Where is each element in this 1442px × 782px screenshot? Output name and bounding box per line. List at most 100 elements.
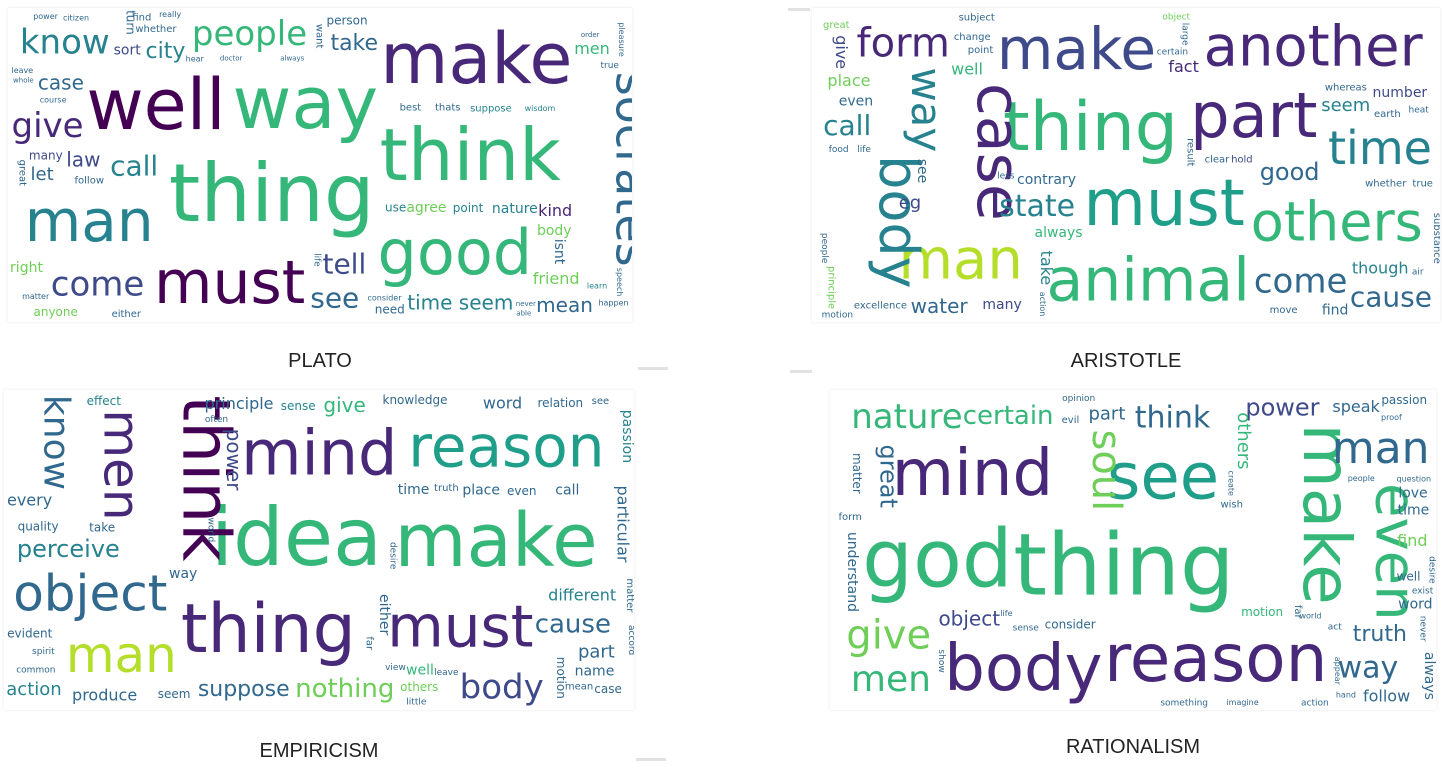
cloud-word: case <box>38 71 84 95</box>
caption-empiricism: EMPIRICISM <box>259 740 379 762</box>
cloud-word: friend <box>533 269 580 288</box>
wordcloud-aristotle: thing must part case animal make another man bod… <box>812 8 1440 322</box>
cloud-word: sense <box>1013 623 1040 633</box>
cloud-word: make <box>997 15 1156 83</box>
cloud-word: evident <box>7 626 52 640</box>
cloud-word: point <box>453 201 484 215</box>
cloud-word: want <box>314 24 325 49</box>
cloud-word: suppose <box>470 103 512 114</box>
cloud-word: people <box>1348 474 1375 483</box>
cloud-word: food <box>829 145 849 155</box>
cloud-word: well <box>1397 569 1421 583</box>
cloud-word: call <box>555 483 579 499</box>
cloud-word: life <box>857 145 871 155</box>
cloud-word: word <box>483 393 522 412</box>
cloud-word: agree <box>406 200 446 216</box>
cloud-word: must <box>154 248 305 318</box>
cloud-word: action <box>1301 699 1329 709</box>
cloud-word: matter <box>850 453 864 494</box>
cloud-word: either <box>376 594 392 635</box>
cloud-word: subject <box>959 13 995 24</box>
cloud-word: opinion <box>1062 394 1095 404</box>
cloud-word: make <box>380 18 572 100</box>
cloud-word: call <box>110 150 158 183</box>
cloud-word: though <box>1352 258 1409 277</box>
cloud-word: animal <box>1047 245 1250 315</box>
cloud-word: good <box>378 216 533 289</box>
cloud-word: move <box>1270 305 1298 316</box>
cloud-word: socrates <box>605 72 632 267</box>
cloud-word: even <box>839 93 873 109</box>
cloud-word: sort <box>114 43 142 59</box>
cloud-word: place <box>827 71 870 90</box>
cloud-word: quality <box>18 519 59 533</box>
cloud-word: time <box>1328 121 1432 175</box>
cloud-word: think <box>380 113 561 197</box>
cloud-word: object <box>938 607 1000 631</box>
cloud-word: matter <box>22 292 50 301</box>
cloud-word: state <box>999 189 1075 224</box>
cloud-word: accord <box>626 625 634 655</box>
cloud-word: man <box>1332 423 1430 474</box>
cloud-word: men <box>851 659 931 700</box>
cloud-word: either <box>112 309 142 320</box>
cloud-word: particular <box>613 485 632 562</box>
cloud-word: clear <box>1205 154 1231 165</box>
cloud-word: action <box>6 679 61 700</box>
cloud-word: seem <box>1321 95 1370 116</box>
cloud-word: speak <box>1332 397 1380 416</box>
cloud-word: motion <box>1241 605 1283 619</box>
cloud-word: little <box>406 697 427 707</box>
cloud-word: know <box>20 23 110 63</box>
cloud-word: create <box>1226 471 1235 496</box>
cloud-word: always <box>1035 225 1083 241</box>
cloud-word: life <box>1000 609 1012 618</box>
cloud-word: object <box>13 565 167 623</box>
cloud-word: matter <box>624 578 634 613</box>
cloud-word: think <box>168 395 245 562</box>
cloud-word: must <box>387 593 533 661</box>
cloud-word: way <box>1338 650 1399 685</box>
cloud-word: power <box>33 12 58 21</box>
cloud-word: see <box>1107 440 1219 514</box>
divider-mark <box>638 367 668 370</box>
cloud-word: hold <box>1231 154 1253 165</box>
cloud-word: form <box>839 512 862 523</box>
cloud-word: perceive <box>17 535 120 563</box>
cloud-word: principle <box>825 266 836 309</box>
cloud-word: often <box>205 415 228 425</box>
cloud-word: certain <box>1157 48 1188 58</box>
cloud-word: make <box>1288 423 1365 604</box>
cloud-word: really <box>159 10 181 19</box>
cloud-word: far <box>1292 605 1303 620</box>
cloud-word: take <box>1037 251 1056 286</box>
cloud-word: true <box>600 61 619 71</box>
cloud-word: nature <box>492 201 538 217</box>
cloud-word: act <box>1328 623 1342 633</box>
cloud-word: call <box>823 109 871 142</box>
cloud-word: body <box>867 155 930 289</box>
cloud-word: man <box>66 626 177 684</box>
cloud-word: view <box>385 663 406 673</box>
cloud-word: exist <box>1412 586 1434 596</box>
cloud-word: others <box>1233 412 1254 469</box>
wordcloud-plato: thing way think make well good must man socrates… <box>8 8 632 322</box>
cloud-word: proof <box>1381 413 1402 422</box>
cloud-word: well <box>86 64 225 146</box>
cloud-word: effect <box>87 394 122 408</box>
cloud-word: seem <box>158 687 191 701</box>
cloud-word: follow <box>75 175 105 186</box>
cloud-word: nature <box>851 397 962 437</box>
cloud-word: word <box>1398 597 1432 613</box>
wordcloud-rationalism: thing god reason make see mind body even man give… <box>830 390 1436 710</box>
cloud-word: consider <box>1045 618 1096 632</box>
cloud-word: reason <box>408 412 604 480</box>
cloud-word: soul <box>1083 429 1129 511</box>
cloud-word: nothing <box>295 674 394 704</box>
cloud-word: god <box>862 512 1013 605</box>
cloud-word: case <box>963 83 1033 221</box>
cloud-word: relation <box>537 396 583 410</box>
cloud-word: mean <box>536 293 593 317</box>
cloud-word: motion <box>822 310 854 320</box>
cloud-word: whether <box>135 24 177 35</box>
